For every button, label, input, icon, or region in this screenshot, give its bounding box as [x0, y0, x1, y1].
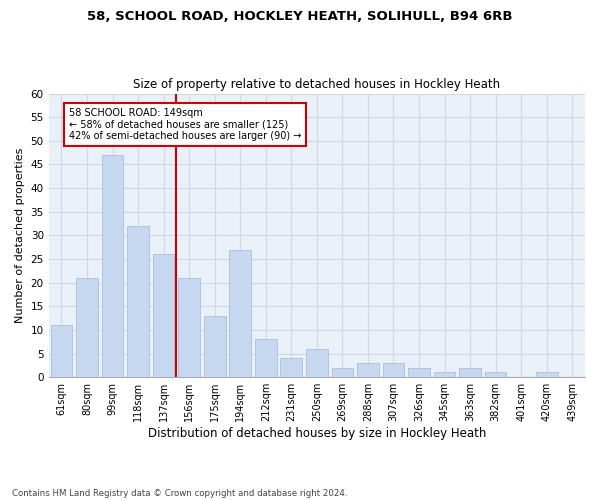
Bar: [76, 278, 98, 377]
Bar: [357, 363, 379, 377]
Y-axis label: Number of detached properties: Number of detached properties: [15, 148, 25, 323]
Bar: [536, 372, 557, 377]
Bar: [434, 372, 455, 377]
Text: 58 SCHOOL ROAD: 149sqm
← 58% of detached houses are smaller (125)
42% of semi-de: 58 SCHOOL ROAD: 149sqm ← 58% of detached…: [69, 108, 301, 141]
Bar: [204, 316, 226, 377]
Bar: [408, 368, 430, 377]
Bar: [127, 226, 149, 377]
Bar: [383, 363, 404, 377]
Bar: [485, 372, 506, 377]
Bar: [178, 278, 200, 377]
Bar: [153, 254, 175, 377]
Title: Size of property relative to detached houses in Hockley Heath: Size of property relative to detached ho…: [133, 78, 500, 91]
Bar: [306, 349, 328, 377]
Text: 58, SCHOOL ROAD, HOCKLEY HEATH, SOLIHULL, B94 6RB: 58, SCHOOL ROAD, HOCKLEY HEATH, SOLIHULL…: [87, 10, 513, 23]
X-axis label: Distribution of detached houses by size in Hockley Heath: Distribution of detached houses by size …: [148, 427, 486, 440]
Bar: [332, 368, 353, 377]
Bar: [50, 325, 72, 377]
Bar: [255, 340, 277, 377]
Bar: [459, 368, 481, 377]
Text: Contains HM Land Registry data © Crown copyright and database right 2024.: Contains HM Land Registry data © Crown c…: [12, 488, 347, 498]
Bar: [229, 250, 251, 377]
Bar: [101, 155, 124, 377]
Bar: [280, 358, 302, 377]
